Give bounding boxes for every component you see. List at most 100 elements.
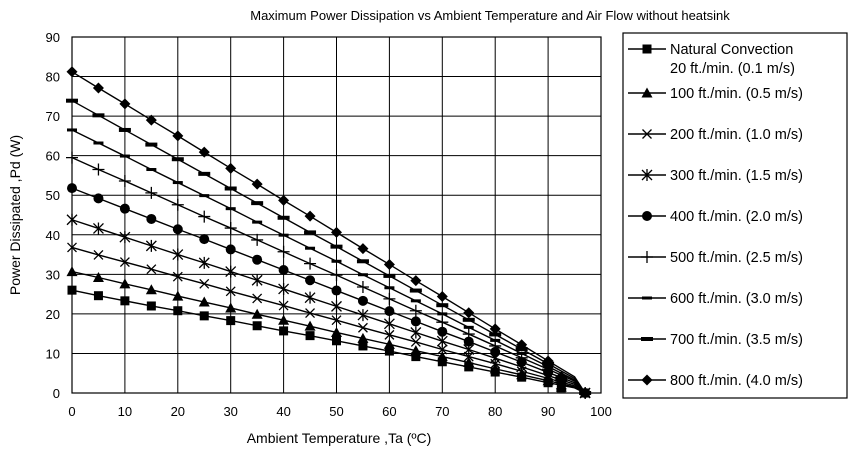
data-point: [66, 98, 78, 103]
data-point: [146, 168, 157, 172]
diamond-marker: [489, 323, 501, 335]
dash-marker: [410, 299, 421, 303]
data-point: [463, 336, 474, 347]
data-point: [225, 244, 236, 255]
dash-marker: [278, 233, 289, 237]
bar-marker: [304, 230, 317, 235]
diamond-marker: [436, 290, 448, 302]
data-point: [252, 293, 263, 304]
diamond-marker: [357, 243, 369, 255]
data-point: [409, 288, 422, 293]
dash-marker: [463, 325, 474, 329]
x-marker: [410, 337, 421, 347]
legend-label: 400 ft./min. (2.0 m/s): [670, 209, 803, 225]
data-point: [489, 323, 501, 335]
data-point: [225, 286, 236, 297]
circle-marker: [437, 326, 448, 337]
circle-marker: [119, 203, 130, 214]
data-point: [384, 286, 395, 290]
plus-marker: [118, 174, 131, 187]
triangle-marker: [357, 332, 369, 343]
data-point: [356, 259, 369, 264]
diamond-marker: [172, 130, 184, 142]
triangle-marker: [436, 351, 448, 362]
data-point: [172, 290, 184, 301]
data-point: [641, 251, 653, 263]
star-marker: [331, 300, 342, 313]
x-marker: [384, 329, 395, 340]
data-point: [171, 157, 184, 162]
dash-marker: [543, 364, 554, 368]
data-point: [489, 332, 502, 337]
y-tick-label: 40: [46, 228, 60, 243]
data-point: [251, 178, 263, 190]
data-point: [305, 246, 316, 250]
triangle-marker: [92, 271, 104, 282]
data-point: [489, 339, 502, 352]
circle-marker: [384, 306, 395, 317]
star-marker: [641, 169, 653, 181]
legend-label: 300 ft./min. (1.5 m/s): [670, 168, 803, 184]
data-point: [199, 278, 210, 289]
data-point: [198, 210, 211, 223]
x-marker: [463, 351, 474, 362]
dash-marker: [642, 296, 652, 300]
x-axis-ticks: 0 10 20 30 40 50 60 70 80 90 100: [68, 404, 611, 419]
circle-marker: [252, 254, 263, 265]
star-marker: [410, 326, 422, 339]
data-point: [118, 127, 131, 132]
data-point: [92, 113, 105, 118]
series-2: [66, 266, 591, 398]
series-9: [66, 66, 591, 399]
triangle-marker: [410, 345, 422, 356]
data-point: [410, 299, 421, 303]
diamond-marker: [383, 258, 395, 270]
triangle-marker: [489, 363, 501, 374]
data-point: [252, 220, 263, 224]
y-tick-label: 10: [46, 346, 60, 361]
data-point: [92, 82, 104, 94]
data-point: [437, 312, 448, 316]
data-point: [543, 364, 554, 368]
legend-label: 600 ft./min. (3.0 m/s): [670, 291, 803, 307]
series-7: [67, 128, 591, 395]
star-marker: [357, 309, 369, 322]
data-point: [93, 141, 104, 145]
bar-marker: [145, 142, 158, 147]
data-point: [252, 254, 263, 265]
legend-label: 800 ft./min. (4.0 m/s): [670, 373, 803, 389]
x-marker: [93, 249, 104, 260]
data-point: [384, 329, 395, 340]
dash-marker: [119, 154, 130, 158]
data-point: [119, 257, 130, 268]
data-point: [172, 181, 183, 185]
star-marker: [145, 239, 157, 252]
data-point: [198, 296, 210, 307]
data-point: [305, 308, 316, 319]
data-point: [490, 338, 501, 342]
data-point: [516, 369, 528, 380]
diamond-marker: [92, 82, 104, 94]
square-marker: [252, 321, 262, 331]
data-point: [66, 66, 78, 78]
square-marker: [437, 357, 447, 367]
circle-marker: [172, 224, 183, 235]
legend-entry: 700 ft./min. (3.5 m/s): [628, 332, 803, 348]
dash-marker: [490, 338, 501, 342]
data-point: [67, 183, 77, 194]
plus-marker: [251, 233, 264, 246]
data-point: [146, 301, 156, 311]
legend-label: Natural Convection: [670, 42, 793, 58]
y-tick-label: 80: [46, 70, 60, 85]
legend-entry: 500 ft./min. (2.5 m/s): [628, 250, 803, 266]
bar-marker: [436, 303, 449, 308]
dash-marker: [331, 259, 342, 263]
x-marker: [305, 308, 316, 319]
x-marker: [437, 344, 448, 355]
dash-marker: [384, 286, 395, 290]
data-point: [331, 315, 342, 326]
data-point: [489, 363, 501, 374]
data-point: [463, 357, 475, 368]
legend-entry: 800 ft./min. (4.0 m/s): [628, 373, 803, 389]
data-point: [410, 326, 422, 339]
